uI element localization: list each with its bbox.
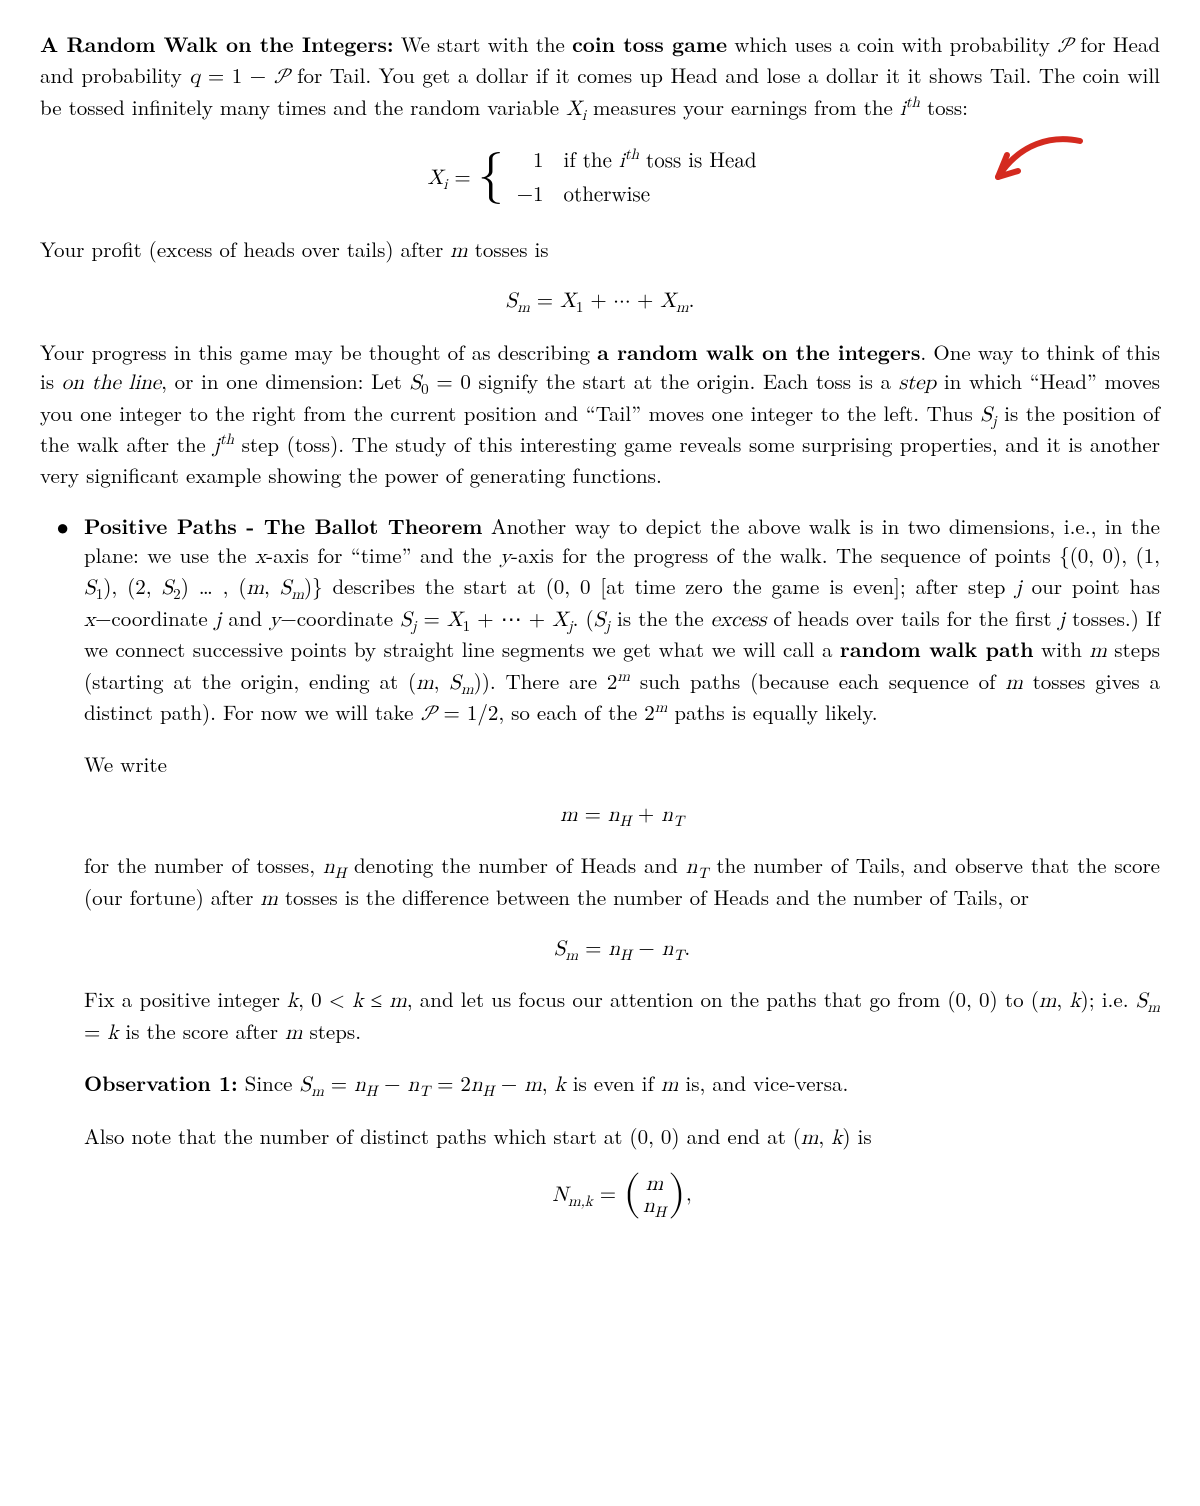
also-note: Also note that the number of distinct pa… <box>84 1122 1160 1153</box>
intro-paragraph: A Random Walk on the Integers: We start … <box>40 30 1160 124</box>
hand-arrow-annotation <box>980 131 1090 191</box>
bullet-marker: ● <box>56 512 69 543</box>
case-head-value: 1 <box>513 147 558 178</box>
case-tail-value: −1 <box>513 181 558 212</box>
profit-paragraph: Your profit (excess of heads over tails)… <box>40 235 1160 266</box>
ballot-paragraph-2: for the number of tosses, nH denoting th… <box>84 851 1160 914</box>
random-walk-paragraph: Your progress in this game may be though… <box>40 338 1160 491</box>
bold-random-walk: a random walk on the integers <box>597 337 920 367</box>
bold-coin-toss: coin toss game <box>572 29 727 59</box>
ballot-paragraph-3: Fix a positive integer k, 0 < k ≤ m, and… <box>84 985 1160 1048</box>
bullet-positive-paths: ● Positive Paths - The Ballot Theorem An… <box>40 512 1160 1218</box>
equation-Xi-cases: Xi = { 1 if the ith toss is Head −1 othe… <box>40 145 1160 214</box>
case-tail-cond: otherwise <box>560 181 771 212</box>
bullet-heading: Positive Paths - The Ballot Theorem <box>84 511 482 541</box>
equation-Sm-diff: Sm = nH − nT. <box>84 935 1160 964</box>
equation-Sm-sum: Sm = X1 + ⋯ + Xm. <box>40 287 1160 316</box>
equation-Nmk-binom: Nm,k = (mnH) , <box>84 1174 1160 1218</box>
we-write: We write <box>84 750 1160 779</box>
section-title: A Random Walk on the Integers: <box>40 29 394 59</box>
document-page: A Random Walk on the Integers: We start … <box>40 30 1160 1218</box>
equation-m-sum: m = nH + nT <box>84 801 1160 830</box>
observation-label: Observation 1: <box>84 1068 238 1098</box>
bold-random-walk-path: random walk path <box>840 634 1034 664</box>
observation-1: Observation 1: Since Sm = nH − nT = 2nH … <box>84 1069 1160 1100</box>
ballot-paragraph-1: Positive Paths - The Ballot Theorem Anot… <box>84 512 1160 730</box>
case-head-cond: if the ith toss is Head <box>560 147 771 178</box>
